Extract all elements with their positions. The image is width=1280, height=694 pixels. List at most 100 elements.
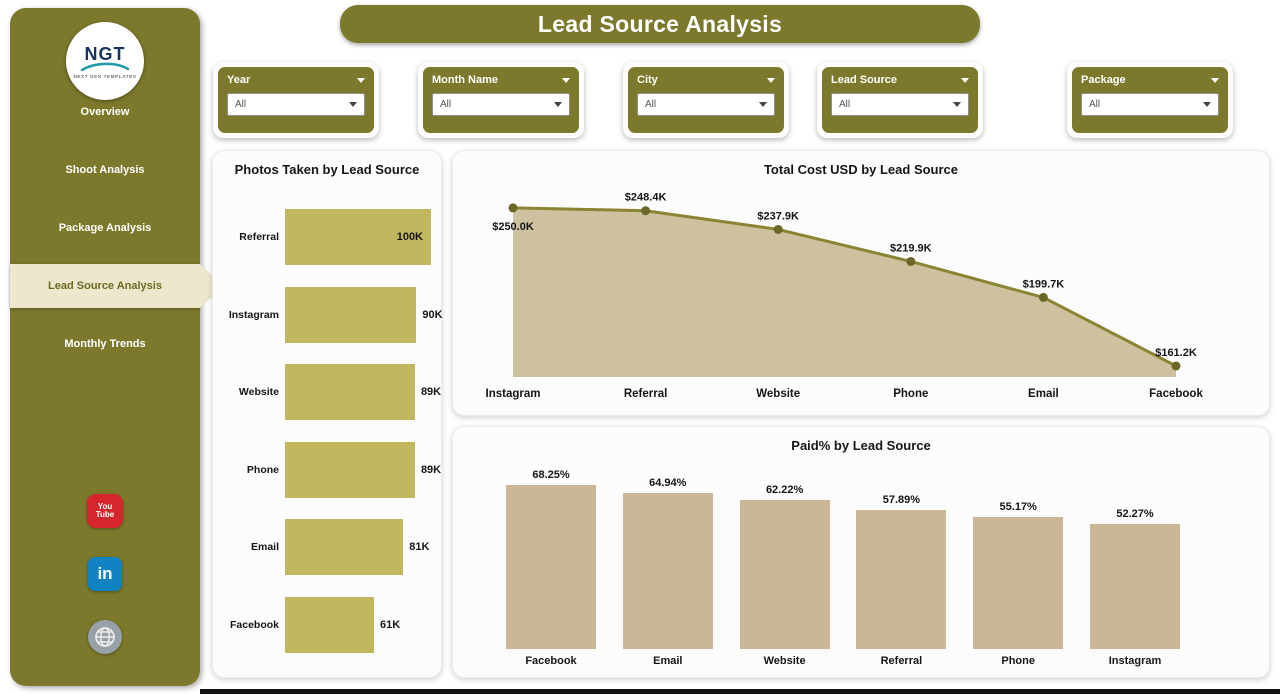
data-point-email[interactable] xyxy=(1038,292,1048,302)
bar-website[interactable] xyxy=(739,500,830,649)
vbar-column: 55.17% Phone xyxy=(960,469,1076,669)
filter-value: All xyxy=(440,99,452,110)
linkedin-text: in xyxy=(97,564,113,583)
bar-phone[interactable] xyxy=(285,441,415,498)
data-point-instagram[interactable] xyxy=(508,203,518,213)
category-label: Phone xyxy=(893,388,928,400)
linkedin-icon[interactable]: in xyxy=(88,557,122,591)
data-point-referral[interactable] xyxy=(641,206,651,216)
category-label: Facebook xyxy=(229,618,279,631)
sidebar-item-lead-source-analysis[interactable]: Lead Source Analysis xyxy=(10,264,224,308)
sidebar-item-package-analysis[interactable]: Package Analysis xyxy=(58,222,152,234)
chevron-down-icon[interactable] xyxy=(961,77,969,83)
page-header: Lead Source Analysis xyxy=(340,5,980,43)
filter-box: Package All xyxy=(1072,67,1228,133)
youtube-text-bottom: Tube xyxy=(95,510,115,519)
filter-card-month-name: Month Name All xyxy=(418,62,584,138)
category-label: Phone xyxy=(1001,655,1035,667)
bar-facebook[interactable] xyxy=(285,596,375,653)
bar-instagram[interactable] xyxy=(285,286,417,343)
vbar-column: 57.89% Referral xyxy=(843,469,959,669)
chevron-down-icon[interactable] xyxy=(1211,77,1219,83)
hbar-row: Facebook 61K xyxy=(221,589,431,661)
filter-header: Year xyxy=(227,74,365,86)
bar-referral[interactable]: 100K xyxy=(285,209,431,265)
filter-header: Package xyxy=(1081,74,1219,86)
hbar-row: Phone 89K xyxy=(221,434,441,506)
hbar-row: Email 81K xyxy=(221,511,431,583)
category-label: Instagram xyxy=(228,308,279,321)
bar-email[interactable] xyxy=(622,493,713,649)
window-edge xyxy=(200,689,1280,694)
website-globe-icon[interactable] xyxy=(88,620,122,654)
value-label: 55.17% xyxy=(999,501,1037,513)
filter-dropdown-lead-source[interactable]: All xyxy=(831,93,969,116)
value-label: 81K xyxy=(409,541,430,554)
chevron-down-icon xyxy=(953,102,961,107)
filter-dropdown-month-name[interactable]: All xyxy=(432,93,570,116)
filter-label: Year xyxy=(227,74,251,86)
area-fill xyxy=(513,207,1176,377)
logo-swoosh-icon xyxy=(80,62,130,71)
value-label: $219.9K xyxy=(890,242,932,254)
chevron-down-icon xyxy=(759,102,767,107)
vbar-column: 52.27% Instagram xyxy=(1077,469,1193,669)
youtube-text-top: You xyxy=(97,501,113,511)
bar-phone[interactable] xyxy=(973,517,1064,649)
data-point-phone[interactable] xyxy=(906,256,916,266)
area-line xyxy=(512,206,1177,368)
chevron-down-icon xyxy=(554,102,562,107)
logo-title: NGT xyxy=(84,43,126,64)
value-label: 89K xyxy=(420,463,442,476)
vbar-column: 64.94% Email xyxy=(610,469,726,669)
value-label: $248.4K xyxy=(625,192,667,204)
value-label: 57.89% xyxy=(882,494,921,506)
chart-title: Paid% by Lead Source xyxy=(791,438,931,453)
filter-dropdown-package[interactable]: All xyxy=(1081,93,1219,116)
category-label: Email xyxy=(1028,388,1059,400)
filter-dropdown-year[interactable]: All xyxy=(227,93,365,116)
category-label: Website xyxy=(238,386,279,399)
filter-label: City xyxy=(637,74,658,86)
value-label: 90K xyxy=(422,308,443,321)
bar-facebook[interactable] xyxy=(506,485,596,649)
filter-box: Year All xyxy=(218,67,374,133)
bar-referral[interactable] xyxy=(856,510,947,649)
chevron-down-icon xyxy=(349,102,357,107)
chevron-down-icon xyxy=(1203,102,1211,107)
data-point-website[interactable] xyxy=(773,224,783,234)
bar-track: 81K xyxy=(285,519,431,576)
bar-instagram[interactable] xyxy=(1089,524,1180,649)
chevron-down-icon[interactable] xyxy=(767,77,775,83)
social-links: You Tube in xyxy=(10,494,200,654)
bar-track: 89K xyxy=(285,364,441,421)
hbar-row: Website 89K xyxy=(221,356,441,428)
vbar-column: 68.25% Facebook xyxy=(493,469,609,669)
sidebar-item-shoot-analysis[interactable]: Shoot Analysis xyxy=(65,164,145,176)
chevron-down-icon[interactable] xyxy=(357,77,365,83)
filter-box: Month Name All xyxy=(423,67,579,133)
ngt-logo: NGT NEXT GEN TEMPLATES xyxy=(66,22,144,100)
vbar-column: 62.22% Website xyxy=(727,469,843,669)
filter-box: Lead Source All xyxy=(822,67,978,133)
bar-track: 100K xyxy=(285,209,431,265)
category-label: Website xyxy=(756,388,800,400)
filter-card-lead-source: Lead Source All xyxy=(817,62,983,138)
bar-email[interactable] xyxy=(285,519,404,576)
data-point-facebook[interactable] xyxy=(1171,361,1181,371)
category-label: Referral xyxy=(624,388,667,400)
category-label: Instagram xyxy=(486,388,541,400)
hbar-rows: Referral 100K Instagram 90K Website 89K Phone 8… xyxy=(221,201,443,661)
sidebar-item-overview[interactable]: Overview xyxy=(80,106,130,118)
sidebar-item-monthly-trends[interactable]: Monthly Trends xyxy=(64,338,146,350)
bar-track: 89K xyxy=(285,441,441,498)
filter-card-year: Year All xyxy=(213,62,379,138)
bar-website[interactable] xyxy=(285,364,415,421)
youtube-icon[interactable]: You Tube xyxy=(87,494,123,528)
value-label: $250.0K xyxy=(492,221,534,233)
sidebar-nav: Overview Shoot Analysis Package Analysis Le… xyxy=(10,90,224,380)
filter-dropdown-city[interactable]: All xyxy=(637,93,775,116)
chevron-down-icon[interactable] xyxy=(562,77,570,83)
value-label: 89K xyxy=(420,386,442,399)
